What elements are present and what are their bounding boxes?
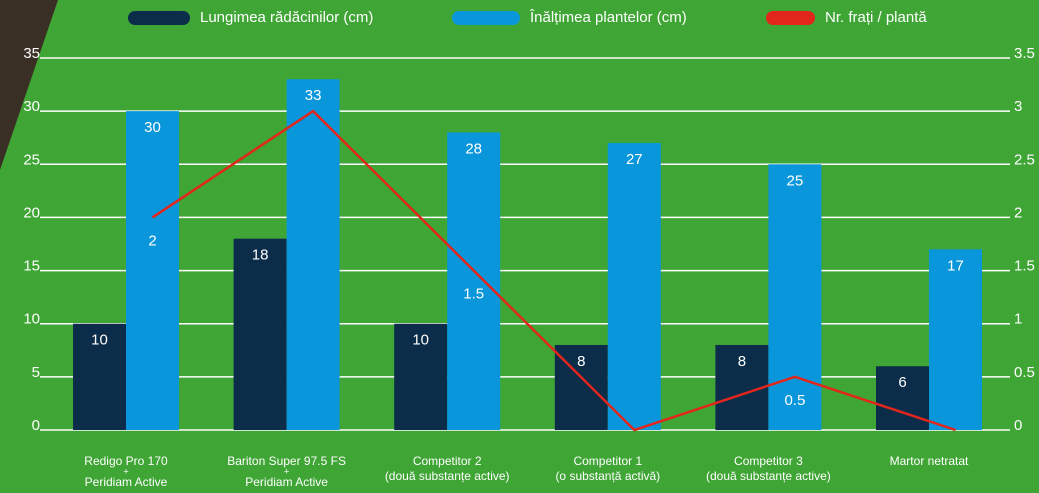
y-tick-label: 10 [23, 311, 40, 328]
bar-value-label: 17 [947, 257, 964, 274]
x-tick-label: (două substanțe active) [385, 469, 510, 483]
y-tick-label: 25 [23, 151, 40, 168]
legend-label: Nr. frați / plantă [825, 9, 927, 26]
bar [73, 323, 126, 430]
legend-swatch [128, 11, 190, 25]
line-value-label: 0.5 [784, 392, 805, 409]
bar-value-label: 18 [252, 247, 269, 264]
x-tick-label: Bariton Super 97.5 FS [227, 454, 346, 468]
bar-value-label: 27 [626, 151, 643, 168]
legend-swatch [452, 11, 520, 25]
y2-tick-label: 1 [1014, 311, 1022, 328]
bar [929, 249, 982, 430]
y2-tick-label: 2 [1014, 204, 1022, 221]
bar-value-label: 8 [577, 353, 585, 370]
bar-value-label: 10 [412, 332, 429, 349]
y-tick-label: 5 [32, 364, 40, 381]
x-tick-label: Peridiam Active [245, 475, 328, 489]
y-tick-label: 15 [23, 258, 40, 275]
y2-tick-label: 3 [1014, 98, 1022, 115]
bar [233, 238, 287, 430]
legend-label: Înălțimea plantelor (cm) [529, 9, 687, 26]
legend-label: Lungimea rădăcinilor (cm) [200, 9, 373, 26]
x-tick-label: Martor netratat [890, 454, 969, 468]
line-value-label: 1.5 [463, 286, 484, 303]
bar-value-label: 28 [465, 140, 482, 157]
y2-tick-label: 1.5 [1014, 258, 1035, 275]
bar [126, 111, 179, 431]
y-tick-label: 35 [23, 45, 40, 62]
bar-value-label: 25 [787, 172, 804, 189]
bar [286, 79, 340, 430]
bar-value-label: 10 [91, 332, 108, 349]
y-tick-label: 30 [23, 98, 40, 115]
bar [768, 164, 822, 431]
y-tick-label: 0 [32, 417, 40, 434]
x-tick-label: Peridiam Active [85, 475, 168, 489]
bar [394, 323, 448, 430]
bar-value-label: 33 [305, 87, 322, 104]
x-tick-label: + [123, 466, 128, 476]
y2-tick-label: 3.5 [1014, 45, 1035, 62]
x-tick-label: (două substanțe active) [706, 469, 831, 483]
x-tick-label: Competitor 1 [573, 454, 642, 468]
y2-tick-label: 0 [1014, 417, 1022, 434]
legend-swatch [766, 11, 815, 25]
y2-tick-label: 2.5 [1014, 151, 1035, 168]
line-value-label: 2 [148, 232, 156, 249]
x-tick-label: Competitor 3 [734, 454, 803, 468]
x-tick-label: Redigo Pro 170 [84, 454, 168, 468]
bar [447, 132, 501, 430]
bar-value-label: 6 [898, 374, 906, 391]
bar-value-label: 8 [738, 353, 746, 370]
bar-value-label: 30 [144, 119, 161, 136]
y2-tick-label: 0.5 [1014, 364, 1035, 381]
x-tick-label: + [284, 466, 289, 476]
soil-photo [0, 0, 58, 170]
bar [607, 143, 661, 430]
x-tick-label: Competitor 2 [413, 454, 482, 468]
y-tick-label: 20 [23, 204, 40, 221]
line [151, 109, 956, 432]
x-tick-label: (o substanță activă) [555, 469, 660, 483]
